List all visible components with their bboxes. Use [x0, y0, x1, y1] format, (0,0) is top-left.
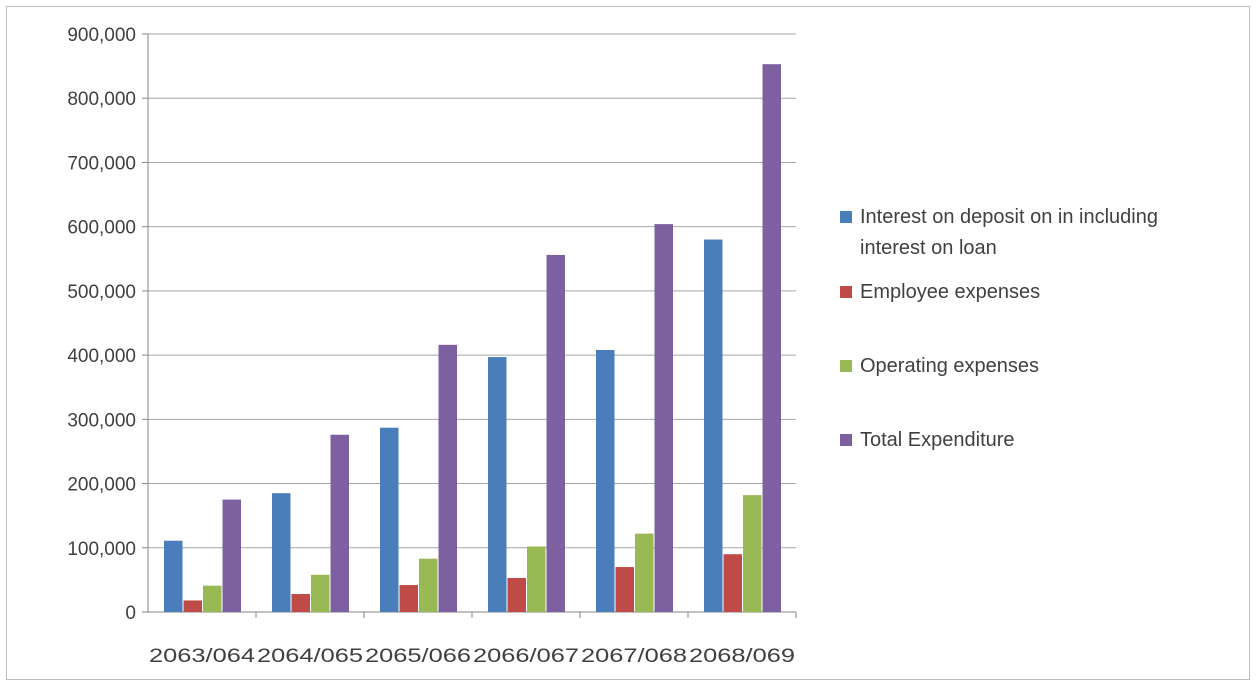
bar	[743, 495, 762, 612]
axes	[142, 33, 797, 618]
x-tick-label: 2065/066	[365, 646, 471, 667]
bar	[330, 434, 349, 612]
y-tick-label: 200,000	[67, 475, 136, 496]
bar	[546, 254, 565, 612]
bar	[380, 427, 399, 612]
bar	[488, 357, 507, 612]
y-tick-label: 900,000	[67, 25, 136, 46]
legend-swatch	[840, 286, 852, 298]
bar	[272, 493, 291, 612]
bar	[164, 540, 183, 612]
bar	[596, 349, 615, 612]
legend-label: Employee expenses	[860, 281, 1040, 303]
gridlines	[148, 33, 796, 549]
y-tick-label: 300,000	[67, 410, 136, 431]
legend-swatch	[840, 360, 852, 372]
legend-label: interest on loan	[860, 237, 997, 259]
legend-swatch	[840, 211, 852, 223]
bar	[438, 344, 457, 612]
bar	[291, 594, 310, 612]
bar	[399, 585, 418, 612]
bar	[723, 554, 742, 612]
y-tick-label: 500,000	[67, 282, 136, 303]
x-tick-label: 2068/069	[689, 646, 795, 667]
bar	[203, 585, 222, 612]
legend-label: Interest on deposit on in including	[860, 206, 1158, 228]
legend-swatch	[840, 434, 852, 446]
x-tick-label: 2066/067	[473, 646, 579, 667]
y-tick-label: 100,000	[67, 539, 136, 560]
bar	[311, 574, 330, 612]
x-tick-label: 2064/065	[257, 646, 363, 667]
legend-label: Total Expenditure	[860, 429, 1015, 451]
bar	[419, 558, 438, 612]
bars	[164, 64, 781, 612]
bar	[654, 224, 673, 612]
bar	[635, 533, 654, 612]
legend-label: Operating expenses	[860, 355, 1039, 377]
y-tick-label: 800,000	[67, 89, 136, 110]
bar	[183, 600, 202, 612]
bar	[615, 567, 634, 612]
x-tick-labels: 2063/064 2064/065 2065/066 2066/067 2067/068…	[149, 646, 795, 667]
y-tick-labels: 0 100,000 200,000 300,000 400,000 500,000 600,…	[67, 25, 136, 624]
y-tick-label: 0	[125, 603, 136, 624]
bar	[762, 64, 781, 612]
legend: Interest on deposit on in including inter…	[840, 206, 1158, 451]
x-tick-label: 2067/068	[581, 646, 687, 667]
bar	[222, 499, 241, 612]
bar	[527, 546, 546, 612]
bar	[704, 239, 723, 612]
y-tick-label: 400,000	[67, 346, 136, 367]
x-tick-label: 2063/064	[149, 646, 256, 667]
y-tick-label: 700,000	[67, 153, 136, 174]
bar	[507, 577, 526, 612]
y-tick-label: 600,000	[67, 218, 136, 239]
